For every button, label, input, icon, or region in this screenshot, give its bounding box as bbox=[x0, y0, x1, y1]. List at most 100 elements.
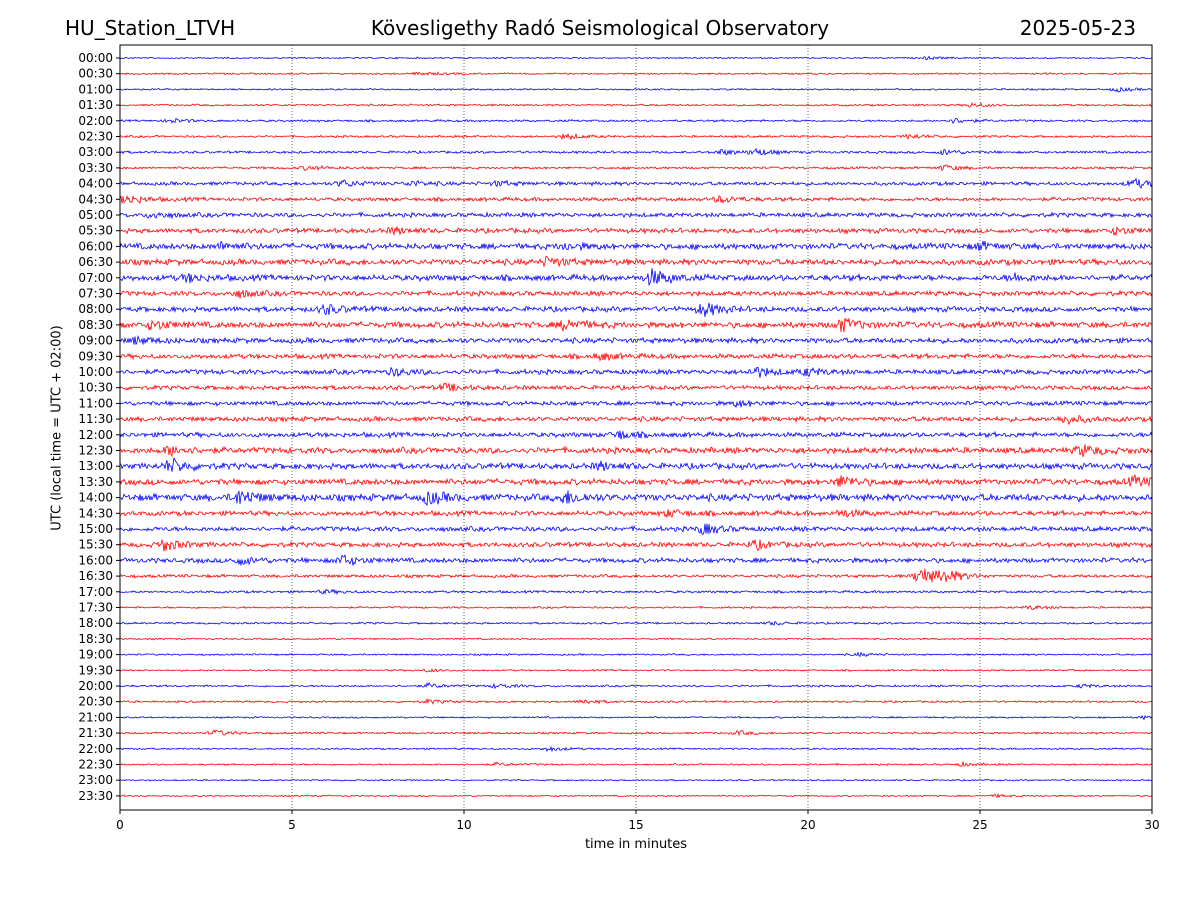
trace-1700 bbox=[119, 588, 1153, 596]
y-tick-label: 21:30 bbox=[78, 726, 113, 740]
trace-0930 bbox=[119, 352, 1153, 363]
y-tick-label: 01:00 bbox=[78, 82, 113, 96]
y-tick-label: 17:00 bbox=[78, 585, 113, 599]
trace-1830 bbox=[119, 637, 1153, 641]
y-tick-label: 03:00 bbox=[78, 145, 113, 159]
trace-0000 bbox=[119, 55, 1153, 61]
trace-1630 bbox=[119, 568, 1153, 583]
y-tick-label: 11:30 bbox=[78, 412, 113, 426]
y-tick-label: 03:30 bbox=[78, 161, 113, 175]
trace-1330 bbox=[119, 474, 1153, 488]
y-tick-label: 05:30 bbox=[78, 224, 113, 238]
station-name: HU_Station_LTVH bbox=[65, 16, 236, 40]
y-tick-label: 22:30 bbox=[78, 758, 113, 772]
y-tick-label: 01:30 bbox=[78, 98, 113, 112]
trace-1200 bbox=[119, 430, 1153, 440]
y-tick-label: 14:30 bbox=[78, 506, 113, 520]
chart-title: Kövesligethy Radó Seismological Observat… bbox=[370, 16, 830, 40]
y-tick-label: 15:30 bbox=[78, 538, 113, 552]
y-tick-label: 22:00 bbox=[78, 742, 113, 756]
trace-0130 bbox=[119, 102, 1153, 108]
trace-0630 bbox=[119, 255, 1153, 268]
x-tick-label: 15 bbox=[628, 818, 643, 832]
grid-lines bbox=[291, 45, 981, 810]
y-tick-label: 17:30 bbox=[78, 601, 113, 615]
trace-1900 bbox=[119, 651, 1153, 658]
y-tick-label: 18:00 bbox=[78, 616, 113, 630]
trace-0530 bbox=[119, 226, 1153, 237]
trace-0830 bbox=[119, 317, 1153, 333]
trace-0300 bbox=[119, 147, 1153, 156]
y-tick-label: 14:00 bbox=[78, 491, 113, 505]
y-tick-label: 19:30 bbox=[78, 663, 113, 677]
trace-0030 bbox=[119, 71, 1153, 76]
x-axis-label: time in minutes bbox=[584, 837, 688, 852]
trace-2330 bbox=[120, 792, 1153, 799]
trace-2200 bbox=[119, 745, 1153, 753]
y-tick-label: 23:30 bbox=[78, 789, 113, 803]
trace-1100 bbox=[119, 399, 1153, 409]
x-tick-label: 5 bbox=[288, 818, 296, 832]
y-tick-label: 23:00 bbox=[78, 773, 113, 787]
trace-0600 bbox=[119, 240, 1153, 252]
y-tick-label: 12:30 bbox=[78, 444, 113, 458]
x-axis-ticks: 0 5 10 15 20 25 30 bbox=[116, 810, 1160, 832]
y-tick-label: 09:30 bbox=[78, 349, 113, 363]
y-tick-label: 02:00 bbox=[78, 114, 113, 128]
y-tick-label: 18:30 bbox=[78, 632, 113, 646]
trace-0700 bbox=[119, 268, 1153, 287]
y-tick-label: 06:00 bbox=[78, 239, 113, 253]
y-tick-label: 02:30 bbox=[78, 130, 113, 144]
trace-0900 bbox=[119, 334, 1153, 345]
x-tick-label: 0 bbox=[116, 818, 124, 832]
trace-1530 bbox=[119, 538, 1153, 552]
trace-1930 bbox=[119, 668, 1153, 673]
y-tick-label: 04:30 bbox=[78, 192, 113, 206]
y-tick-label: 04:00 bbox=[78, 177, 113, 191]
y-tick-label: 20:00 bbox=[78, 679, 113, 693]
y-tick-label: 13:30 bbox=[78, 475, 113, 489]
trace-0400 bbox=[119, 177, 1153, 189]
trace-1500 bbox=[119, 523, 1153, 535]
trace-0500 bbox=[119, 211, 1153, 220]
y-tick-label: 07:30 bbox=[78, 287, 113, 301]
y-tick-label: 10:00 bbox=[78, 365, 113, 379]
trace-0200 bbox=[119, 117, 1153, 125]
trace-1400 bbox=[119, 490, 1153, 507]
trace-0800 bbox=[119, 302, 1153, 317]
x-tick-label: 20 bbox=[800, 818, 815, 832]
trace-1800 bbox=[119, 620, 1153, 626]
trace-0100 bbox=[119, 86, 1153, 93]
trace-1300 bbox=[119, 456, 1152, 472]
trace-1600 bbox=[119, 554, 1153, 566]
trace-1000 bbox=[119, 366, 1153, 378]
trace-2000 bbox=[119, 682, 1153, 690]
y-tick-label: 16:00 bbox=[78, 553, 113, 567]
y-tick-label: 19:00 bbox=[78, 648, 113, 662]
y-tick-label: 12:00 bbox=[78, 428, 113, 442]
x-tick-label: 25 bbox=[972, 818, 987, 832]
trace-0730 bbox=[119, 289, 1153, 299]
trace-1730 bbox=[119, 604, 1153, 610]
y-tick-label: 00:00 bbox=[78, 51, 113, 65]
trace-1130 bbox=[119, 415, 1153, 426]
trace-0430 bbox=[119, 194, 1153, 204]
y-tick-label: 11:00 bbox=[78, 396, 113, 410]
y-tick-label: 21:00 bbox=[78, 710, 113, 724]
x-tick-label: 10 bbox=[456, 818, 471, 832]
y-tick-label: 20:30 bbox=[78, 695, 113, 709]
y-tick-label: 16:30 bbox=[78, 569, 113, 583]
x-tick-label: 30 bbox=[1144, 818, 1159, 832]
trace-2230 bbox=[119, 760, 1153, 767]
trace-0330 bbox=[119, 164, 1153, 172]
y-tick-label: 15:00 bbox=[78, 522, 113, 536]
y-tick-label: 13:00 bbox=[78, 459, 113, 473]
trace-1230 bbox=[119, 444, 1153, 458]
y-tick-label: 07:00 bbox=[78, 271, 113, 285]
trace-2100 bbox=[119, 714, 1153, 721]
trace-1030 bbox=[119, 382, 1153, 392]
y-tick-label: 09:00 bbox=[78, 334, 113, 348]
chart-date: 2025-05-23 bbox=[1019, 16, 1136, 40]
